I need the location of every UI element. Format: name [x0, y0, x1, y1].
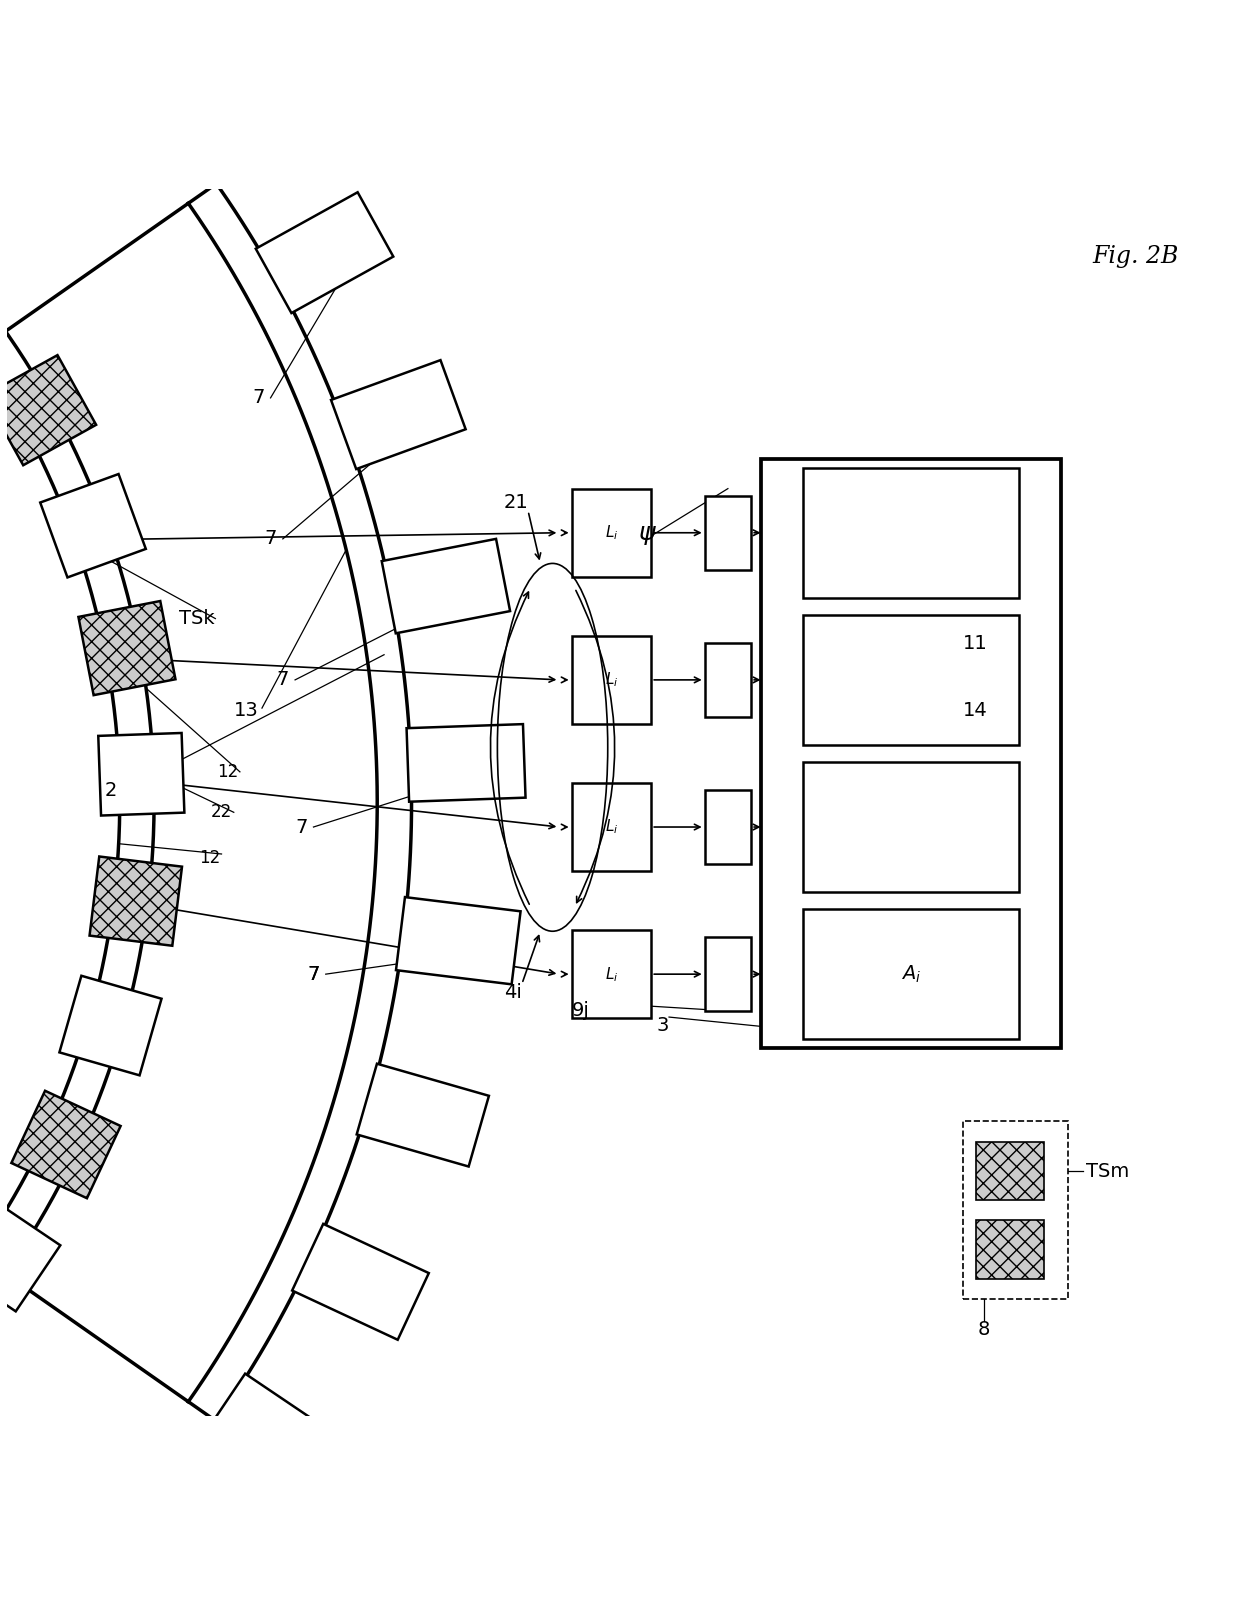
Polygon shape — [293, 1225, 429, 1340]
Text: 12: 12 — [217, 762, 238, 782]
Bar — [804, 762, 1019, 892]
Text: 8: 8 — [978, 1321, 991, 1339]
Text: 21: 21 — [503, 493, 528, 512]
Bar — [572, 929, 651, 1018]
Bar — [804, 615, 1019, 745]
Bar — [572, 636, 651, 724]
Polygon shape — [40, 473, 146, 578]
Bar — [761, 459, 1061, 1048]
Text: $L_i$: $L_i$ — [605, 671, 618, 689]
Polygon shape — [0, 1199, 61, 1311]
Text: 7: 7 — [295, 817, 308, 836]
Text: 7: 7 — [277, 671, 289, 690]
Polygon shape — [78, 600, 176, 695]
Bar — [572, 783, 651, 872]
Text: 22: 22 — [211, 804, 232, 822]
Polygon shape — [976, 1220, 1044, 1279]
Text: 11: 11 — [963, 634, 988, 653]
Text: 3: 3 — [657, 1016, 670, 1035]
Text: TSk: TSk — [179, 608, 215, 628]
Bar — [704, 790, 751, 863]
Polygon shape — [407, 724, 526, 802]
Text: $L_i$: $L_i$ — [605, 965, 618, 984]
Polygon shape — [11, 1091, 120, 1199]
Bar — [963, 1122, 1068, 1298]
Polygon shape — [357, 1064, 489, 1167]
Text: 7: 7 — [252, 388, 264, 408]
Bar — [704, 937, 751, 1011]
Text: $\psi$: $\psi$ — [637, 523, 656, 547]
Polygon shape — [976, 1141, 1044, 1201]
Polygon shape — [0, 355, 97, 465]
Polygon shape — [396, 897, 521, 984]
Text: $L_i$: $L_i$ — [605, 523, 618, 542]
Bar — [704, 644, 751, 717]
Text: 7: 7 — [308, 965, 320, 984]
Text: 4i: 4i — [505, 982, 522, 1002]
Polygon shape — [89, 857, 182, 945]
Polygon shape — [382, 539, 510, 634]
Text: $L_i$: $L_i$ — [605, 817, 618, 836]
Polygon shape — [60, 976, 161, 1075]
Polygon shape — [98, 733, 185, 815]
Text: 12: 12 — [198, 849, 219, 867]
Polygon shape — [331, 360, 466, 469]
Text: TSm: TSm — [1086, 1162, 1130, 1181]
Text: $A_i$: $A_i$ — [901, 963, 921, 985]
Bar — [804, 908, 1019, 1038]
Text: 2: 2 — [105, 780, 118, 799]
Bar — [704, 496, 751, 570]
Text: 13: 13 — [233, 701, 258, 721]
Text: 9j: 9j — [572, 1002, 590, 1021]
Text: 7: 7 — [264, 530, 277, 549]
Bar — [572, 488, 651, 576]
Bar — [804, 467, 1019, 597]
Text: 7: 7 — [308, 965, 320, 984]
Text: 14: 14 — [963, 701, 988, 721]
Polygon shape — [255, 193, 393, 313]
Polygon shape — [205, 1374, 342, 1499]
Text: Fig. 2B: Fig. 2B — [1092, 246, 1178, 268]
